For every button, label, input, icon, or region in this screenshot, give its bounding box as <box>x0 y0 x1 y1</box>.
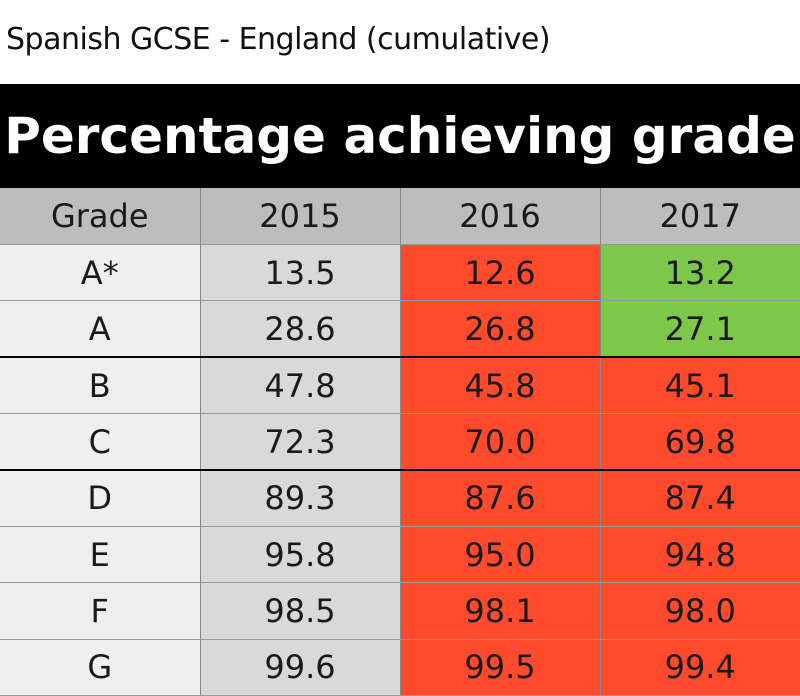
chart-caption: Spanish GCSE - England (cumulative) <box>6 22 551 57</box>
column-header-2017: 2017 <box>600 188 800 245</box>
value-cell-2016: 12.6 <box>400 244 601 302</box>
grade-cell: C <box>0 413 201 471</box>
value-cell-2016: 87.6 <box>400 468 601 527</box>
value-cell-2015: 89.3 <box>200 468 401 527</box>
grade-table: Grade 2015 2016 2017 A* 13.5 12.6 13.2 A 28.6… <box>0 188 800 696</box>
value-cell-2017: 69.8 <box>600 413 800 471</box>
value-cell-2015: 47.8 <box>200 356 401 415</box>
value-cell-2017: 87.4 <box>600 468 800 527</box>
value-cell-2015: 13.5 <box>200 244 401 302</box>
table-row: A* 13.5 12.6 13.2 <box>0 244 800 302</box>
table-row: D 89.3 87.6 87.4 <box>0 468 800 527</box>
table-row: A 28.6 26.8 27.1 <box>0 300 800 358</box>
value-cell-2016: 95.0 <box>400 526 601 584</box>
value-cell-2017: 27.1 <box>600 300 800 358</box>
value-cell-2016: 98.1 <box>400 582 601 640</box>
value-cell-2017: 45.1 <box>600 356 800 415</box>
table-title-banner: Percentage achieving grade <box>0 84 800 188</box>
grade-cell: E <box>0 526 201 584</box>
grade-cell: B <box>0 356 201 415</box>
value-cell-2017: 94.8 <box>600 526 800 584</box>
value-cell-2016: 99.5 <box>400 639 601 696</box>
value-cell-2016: 45.8 <box>400 356 601 415</box>
grade-cell: F <box>0 582 201 640</box>
column-header-2016: 2016 <box>400 188 601 245</box>
grade-cell: G <box>0 639 201 696</box>
grade-cell: D <box>0 468 201 527</box>
value-cell-2017: 98.0 <box>600 582 800 640</box>
header-row: Grade 2015 2016 2017 <box>0 188 800 245</box>
value-cell-2017: 13.2 <box>600 244 800 302</box>
table-row: E 95.8 95.0 94.8 <box>0 526 800 584</box>
value-cell-2015: 28.6 <box>200 300 401 358</box>
value-cell-2016: 26.8 <box>400 300 601 358</box>
table-row: F 98.5 98.1 98.0 <box>0 582 800 640</box>
grade-cell: A* <box>0 244 201 302</box>
table-row: G 99.6 99.5 99.4 <box>0 639 800 696</box>
value-cell-2017: 99.4 <box>600 639 800 696</box>
value-cell-2015: 99.6 <box>200 639 401 696</box>
grade-cell: A <box>0 300 201 358</box>
table-row: C 72.3 70.0 69.8 <box>0 413 800 471</box>
value-cell-2015: 98.5 <box>200 582 401 640</box>
column-header-grade: Grade <box>0 188 201 245</box>
value-cell-2016: 70.0 <box>400 413 601 471</box>
value-cell-2015: 72.3 <box>200 413 401 471</box>
table-row: B 47.8 45.8 45.1 <box>0 356 800 415</box>
column-header-2015: 2015 <box>200 188 401 245</box>
value-cell-2015: 95.8 <box>200 526 401 584</box>
